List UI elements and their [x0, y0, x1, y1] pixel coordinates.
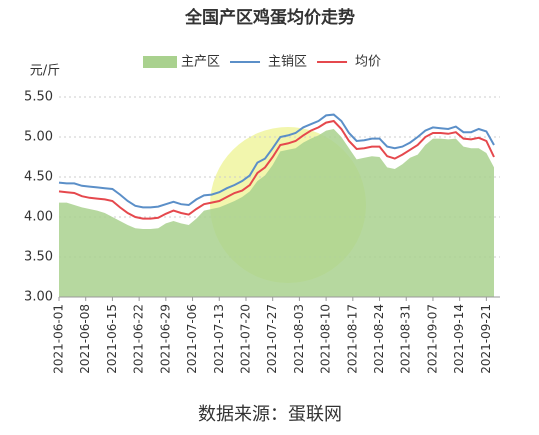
x-tick-label: 2021-07-13 — [212, 304, 226, 374]
x-tick-label: 2021-09-07 — [425, 304, 439, 374]
x-tick-label: 2021-06-08 — [78, 304, 92, 374]
x-tick-label: 2021-09-14 — [452, 304, 466, 374]
chart-title: 全国产区鸡蛋均价走势 — [184, 7, 355, 28]
x-tick-label: 2021-07-20 — [238, 304, 252, 374]
legend-swatch — [143, 56, 177, 68]
x-tick-label: 2021-08-17 — [345, 304, 359, 374]
legend: 主产区 主销区 均价 — [143, 55, 381, 70]
y-tick-label: 4.00 — [24, 210, 53, 225]
legend-label: 主销区 — [268, 55, 307, 70]
y-tick-label: 5.50 — [24, 90, 53, 105]
y-tick-label: 3.00 — [24, 290, 53, 305]
y-tick-label: 5.00 — [24, 130, 53, 145]
x-tick-label: 2021-08-03 — [292, 304, 306, 374]
x-tick-label: 2021-06-22 — [132, 304, 146, 374]
line — [58, 119, 495, 220]
legend-label: 主产区 — [181, 55, 220, 70]
x-tick-label: 2021-06-15 — [105, 304, 119, 374]
x-tick-label: 2021-07-06 — [185, 304, 199, 374]
line — [58, 113, 495, 209]
x-tick-label: 2021-07-27 — [265, 304, 279, 374]
x-tick-label: 2021-09-21 — [479, 304, 493, 374]
source: 数据来源：蛋联网 — [198, 404, 342, 425]
x-tick-label: 2021-08-31 — [399, 304, 413, 374]
x-tick-label: 2021-06-29 — [158, 304, 172, 374]
x-tick-label: 2021-06-01 — [52, 304, 66, 374]
y-axis-label: 元/斤 — [30, 64, 60, 79]
x-tick-label: 2021-08-24 — [372, 304, 386, 374]
legend-label: 均价 — [355, 55, 381, 70]
x-tick-label: 2021-08-10 — [319, 304, 333, 374]
y-tick-label: 4.50 — [24, 170, 53, 185]
y-tick-label: 3.50 — [24, 250, 53, 265]
area — [59, 129, 494, 297]
